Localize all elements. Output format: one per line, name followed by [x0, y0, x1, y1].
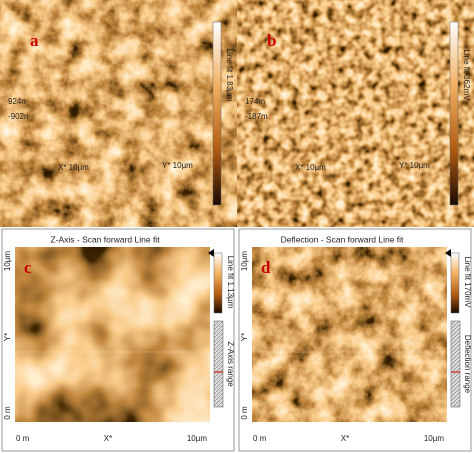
y-top-label: 10µm [3, 251, 12, 272]
colorbar [450, 252, 460, 314]
z-max-label: 924n [8, 97, 26, 106]
x-right-label: 10µm [424, 434, 445, 443]
range-bar [213, 320, 224, 408]
colorbar-label: Line fit 170mV [463, 256, 472, 308]
colorbar-label: Line fit 362mV [462, 49, 471, 101]
y-bottom-label: 0 m [240, 406, 249, 420]
surface-3d [271, 47, 443, 173]
panel-title: Z-Axis - Scan forward Line fit [50, 7, 160, 17]
panel-letter: b [267, 31, 276, 50]
colorbar-label: Line fit 1.83µm [225, 49, 234, 102]
colorbar [213, 252, 223, 314]
x-axis-label: X* 10µm [295, 163, 326, 172]
x-axis-label: X* 10µm [58, 163, 89, 172]
range-label: Deflection range [463, 335, 472, 394]
y-axis-label: Y* 10µm [399, 161, 430, 170]
panel-title: Z-Axis - Scan forward Line fit [50, 234, 160, 244]
z-max-label: 174m [245, 97, 265, 106]
range-bar [450, 320, 461, 408]
x-left-label: 0 m [16, 434, 30, 443]
y-axis-label: Y* [240, 333, 249, 341]
range-label: Z-Axis range [226, 341, 235, 387]
panel-letter: c [24, 258, 32, 277]
x-axis-label: X* [341, 434, 349, 443]
panel-title: Deflection - Scan forward Line fit [281, 7, 404, 17]
panel-letter: a [30, 31, 39, 50]
x-left-label: 0 m [253, 434, 267, 443]
z-min-label: -902n [8, 112, 28, 121]
colorbar [212, 21, 222, 206]
z-min-label: -187m [245, 112, 268, 121]
afm-image [15, 249, 207, 424]
y-top-label: 10µm [240, 251, 249, 272]
panel-title: Deflection - Scan forward Line fit [281, 234, 404, 244]
scale-marker [445, 249, 451, 257]
x-axis-label: X* [104, 434, 112, 443]
y-axis-label: Y* 10µm [162, 161, 193, 170]
surface-3d [34, 47, 206, 173]
afm-image [252, 249, 444, 424]
scale-marker [208, 249, 214, 257]
colorbar [449, 21, 459, 206]
y-axis-label: Y* [3, 333, 12, 341]
colorbar-label: Line fit 1.13µm [226, 256, 235, 309]
panel-letter: d [261, 258, 271, 277]
x-right-label: 10µm [187, 434, 208, 443]
y-bottom-label: 0 m [3, 406, 12, 420]
